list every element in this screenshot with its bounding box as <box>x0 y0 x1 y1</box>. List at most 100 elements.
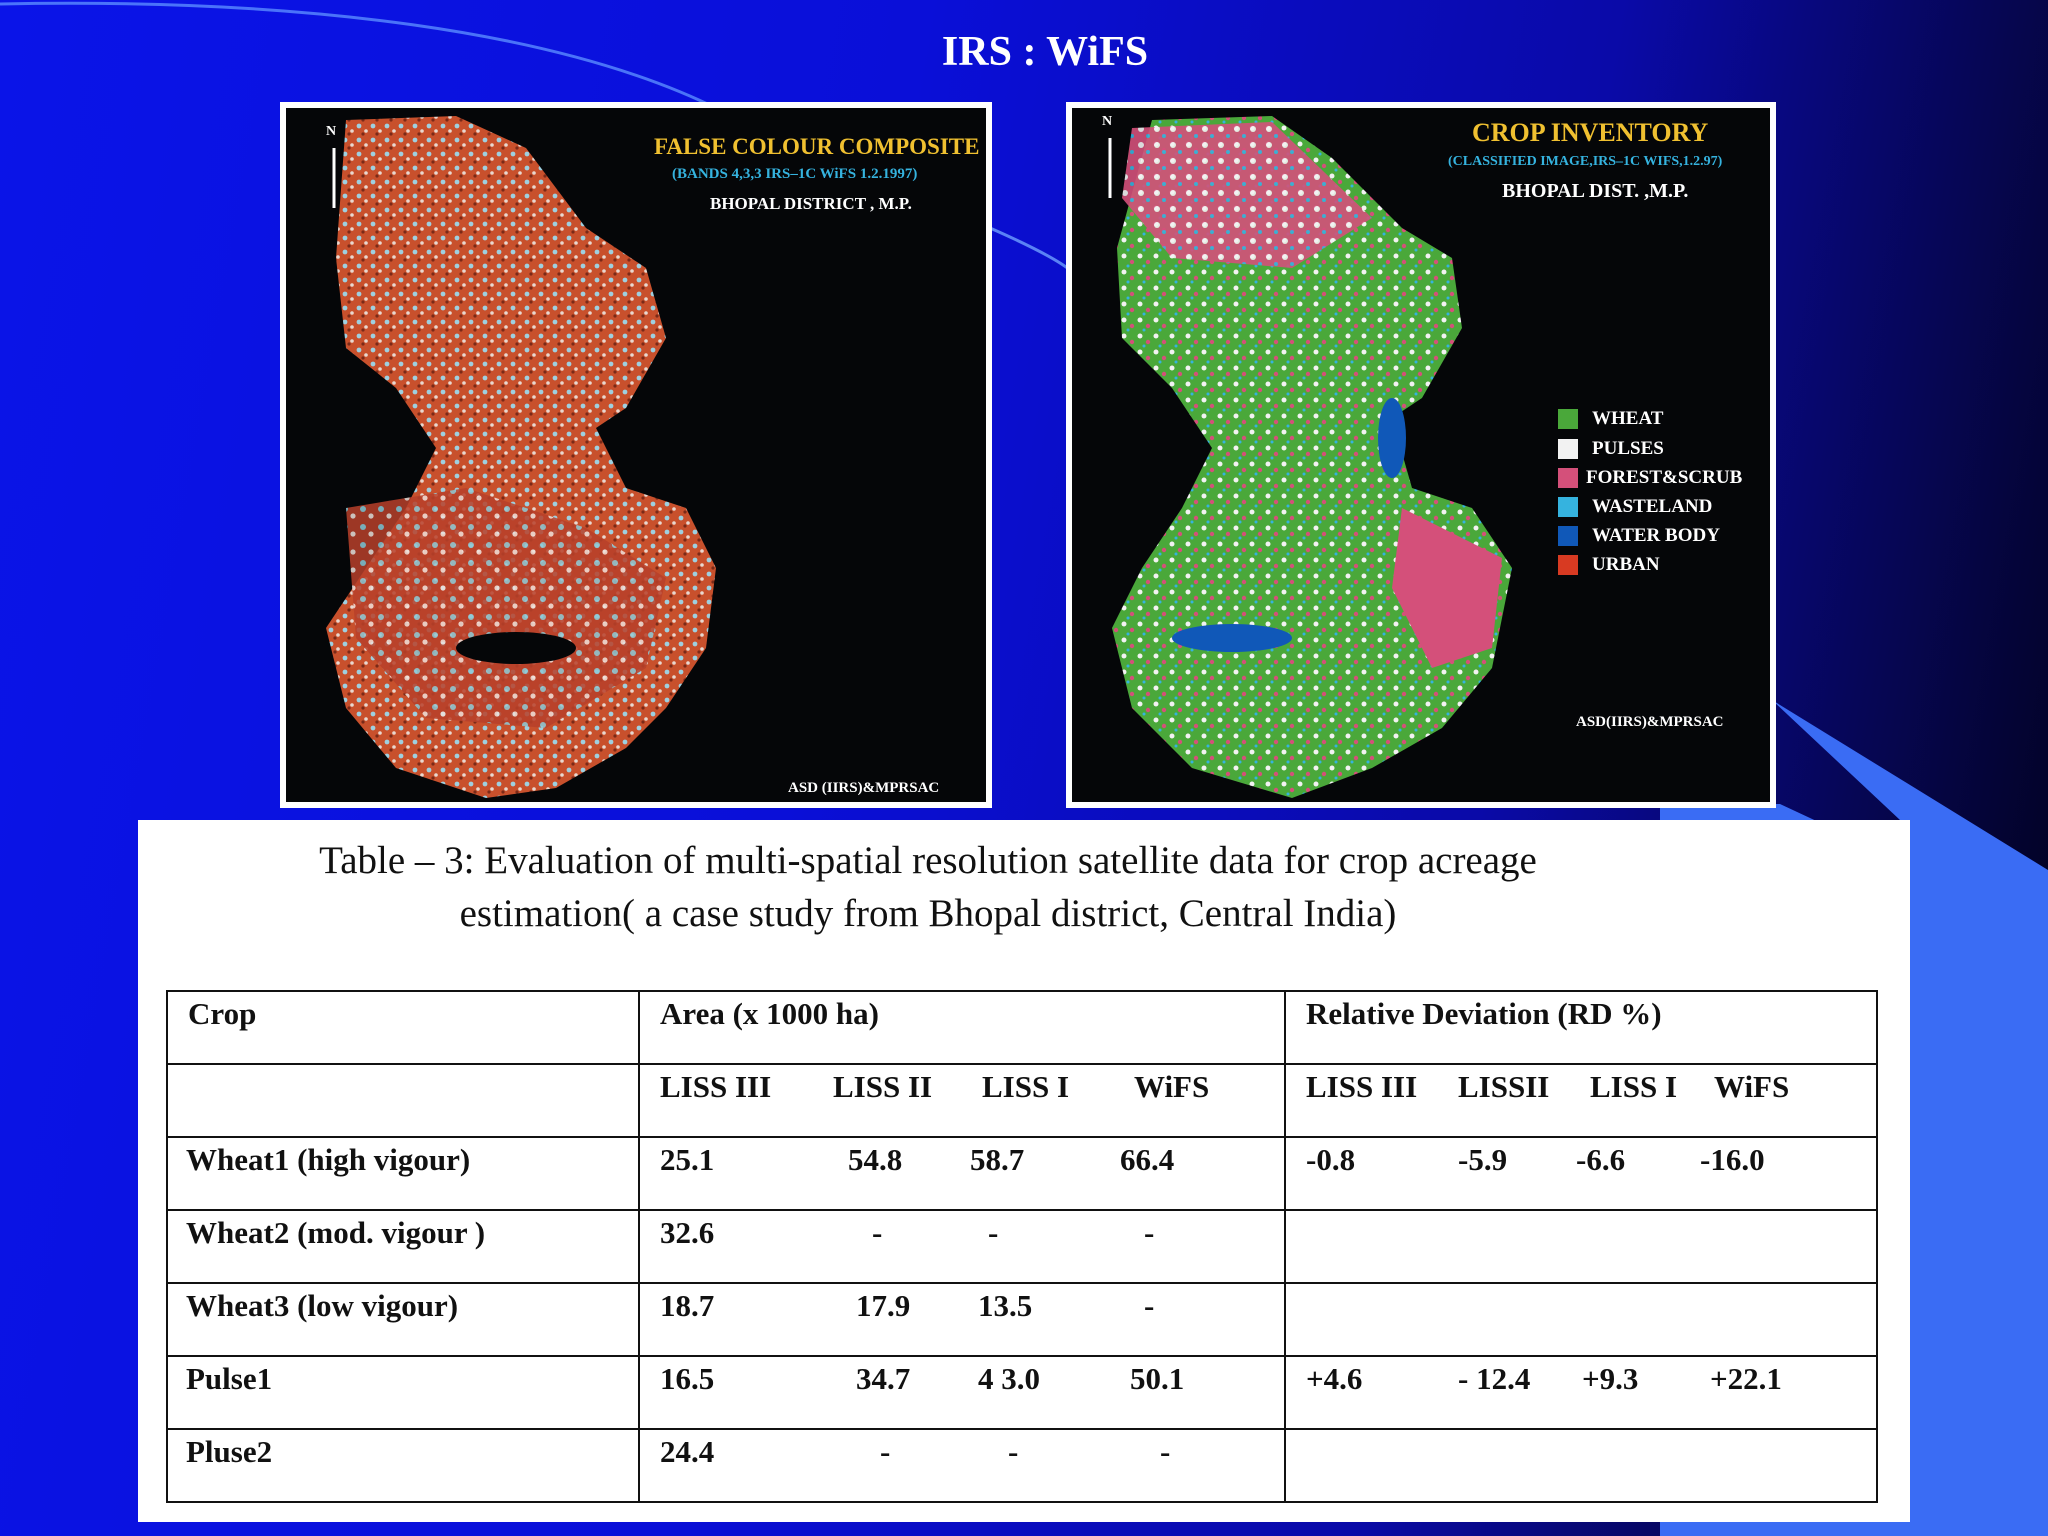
area-value: - <box>880 1434 891 1469</box>
table-row: Wheat3 (low vigour) 18.7 17.9 13.5 - <box>166 1282 1878 1357</box>
rd-sensor-label: WiFS <box>1714 1069 1790 1104</box>
crop-name: Wheat1 (high vigour) <box>186 1142 471 1177</box>
table-cell: 32.6 - - - <box>638 1209 1286 1284</box>
table-cell: 24.4 - - - <box>638 1428 1286 1503</box>
right-map-title: CROP INVENTORY <box>1472 118 1709 147</box>
header-area: Area (x 1000 ha) <box>660 996 879 1031</box>
table-row: Pluse2 24.4 - - - <box>166 1428 1878 1503</box>
table-cell: 16.5 34.7 4 3.0 50.1 <box>638 1355 1286 1430</box>
false-colour-composite-image: N FALSE COLOUR COMPOSITE (BANDS 4,3,3 IR… <box>280 102 992 808</box>
header-cell: Relative Deviation (RD %) <box>1284 990 1878 1065</box>
legend-item-pulses: PULSES <box>1558 438 1664 460</box>
left-map-subtitle: (BANDS 4,3,3 IRS–1C WiFS 1.2.1997) <box>672 166 918 182</box>
rd-value: +4.6 <box>1306 1361 1363 1396</box>
area-value: 13.5 <box>978 1288 1033 1323</box>
rd-value: - 12.4 <box>1458 1361 1531 1396</box>
right-map-credit: ASD(IIRS)&MPRSAC <box>1576 714 1724 730</box>
table-cell: Wheat1 (high vigour) <box>166 1136 640 1211</box>
north-arrow-label: N <box>1102 114 1113 129</box>
crop-name: Wheat2 (mod. vigour ) <box>186 1215 486 1250</box>
table-caption: Table – 3: Evaluation of multi-spatial r… <box>138 834 1718 940</box>
area-sensor-label: LISS I <box>982 1069 1070 1104</box>
left-map-title: FALSE COLOUR COMPOSITE <box>654 134 980 159</box>
crop-inventory-image: N CROP INVENTORY (CLASSIFIED IMAGE,IRS–1… <box>1066 102 1776 808</box>
area-value: 50.1 <box>1130 1361 1185 1396</box>
legend-item-wheat: WHEAT <box>1558 408 1663 430</box>
area-value: - <box>1144 1215 1155 1250</box>
table-cell <box>1284 1428 1878 1503</box>
rd-sensor-label: LISSII <box>1458 1069 1550 1104</box>
legend-swatch <box>1558 526 1578 546</box>
legend-swatch <box>1558 468 1578 488</box>
area-sensor-label: LISS III <box>660 1069 772 1104</box>
table-subheader-row: LISS III LISS II LISS I WiFS LISS III LI… <box>166 1063 1878 1138</box>
area-sensor-label: LISS II <box>833 1069 933 1104</box>
table-panel: Table – 3: Evaluation of multi-spatial r… <box>138 820 1910 1522</box>
table-cell: +4.6 - 12.4 +9.3 +22.1 <box>1284 1355 1878 1430</box>
area-value: 66.4 <box>1120 1142 1175 1177</box>
header-cell: Crop <box>166 990 640 1065</box>
legend-label: WHEAT <box>1592 408 1664 429</box>
rd-value: -6.6 <box>1576 1142 1626 1177</box>
rd-value: -16.0 <box>1700 1142 1765 1177</box>
area-value: - <box>1008 1434 1019 1469</box>
legend-item-urban: URBAN <box>1558 554 1660 576</box>
table-cell: LISS III LISSII LISS I WiFS <box>1284 1063 1878 1138</box>
caption-line-1: Table – 3: Evaluation of multi-spatial r… <box>319 839 1537 882</box>
legend-label: FOREST&SCRUB <box>1586 467 1743 488</box>
rd-value: +22.1 <box>1710 1361 1782 1396</box>
area-value: 32.6 <box>660 1215 715 1250</box>
legend-item-wasteland: WASTELAND <box>1558 496 1712 518</box>
area-sensor-label: WiFS <box>1134 1069 1210 1104</box>
table-cell <box>1284 1209 1878 1284</box>
area-value: 58.7 <box>970 1142 1025 1177</box>
crop-name: Pulse1 <box>186 1361 273 1396</box>
caption-line-2: estimation( a case study from Bhopal dis… <box>459 892 1397 935</box>
table-row: Pulse1 16.5 34.7 4 3.0 50.1 +4.6 - 12.4 … <box>166 1355 1878 1430</box>
area-value: 54.8 <box>848 1142 903 1177</box>
rd-sensor-label: LISS I <box>1590 1069 1678 1104</box>
rd-sensor-label: LISS III <box>1306 1069 1418 1104</box>
right-map-subtitle: (CLASSIFIED IMAGE,IRS–1C WIFS,1.2.97) <box>1448 154 1723 169</box>
left-map-district: BHOPAL DISTRICT , M.P. <box>710 194 912 213</box>
table-cell <box>1284 1282 1878 1357</box>
header-cell: Area (x 1000 ha) <box>638 990 1286 1065</box>
table-cell: LISS III LISS II LISS I WiFS <box>638 1063 1286 1138</box>
area-value: 17.9 <box>856 1288 911 1323</box>
crop-name: Pluse2 <box>186 1434 273 1469</box>
area-value: 25.1 <box>660 1142 715 1177</box>
header-crop: Crop <box>188 996 257 1031</box>
area-value: 34.7 <box>856 1361 911 1396</box>
left-map-credit: ASD (IIRS)&MPRSAC <box>788 780 940 796</box>
crop-name: Wheat3 (low vigour) <box>186 1288 459 1323</box>
north-arrow-label: N <box>326 124 337 139</box>
legend-label: WATER BODY <box>1592 525 1720 546</box>
table-cell <box>166 1063 640 1138</box>
rd-value: -5.9 <box>1458 1142 1508 1177</box>
table-cell: Pluse2 <box>166 1428 640 1503</box>
legend-swatch <box>1558 497 1578 517</box>
table-header-row: Crop Area (x 1000 ha) Relative Deviation… <box>166 990 1878 1065</box>
crop-acreage-table: Crop Area (x 1000 ha) Relative Deviation… <box>166 990 1878 1503</box>
legend-item-water-body: WATER BODY <box>1558 525 1720 547</box>
area-value: - <box>988 1215 999 1250</box>
area-value: 24.4 <box>660 1434 715 1469</box>
table-cell: Pulse1 <box>166 1355 640 1430</box>
area-value: - <box>1144 1288 1155 1323</box>
right-map-district: BHOPAL DIST. ,M.P. <box>1502 180 1689 202</box>
area-value: - <box>1160 1434 1171 1469</box>
crop-inventory-map-graphic <box>1108 116 1512 798</box>
legend-swatch <box>1558 409 1578 429</box>
legend-label: PULSES <box>1592 438 1664 459</box>
header-rd: Relative Deviation (RD %) <box>1306 996 1662 1031</box>
table-row: Wheat1 (high vigour) 25.1 54.8 58.7 66.4… <box>166 1136 1878 1211</box>
legend-swatch <box>1558 555 1578 575</box>
table-row: Wheat2 (mod. vigour ) 32.6 - - - <box>166 1209 1878 1284</box>
false-colour-map-graphic <box>326 116 716 798</box>
slide-title: IRS : WiFS <box>941 29 1149 75</box>
area-value: - <box>872 1215 883 1250</box>
table-cell: -0.8 -5.9 -6.6 -16.0 <box>1284 1136 1878 1211</box>
legend-swatch <box>1558 439 1578 459</box>
legend-label: WASTELAND <box>1592 496 1713 517</box>
